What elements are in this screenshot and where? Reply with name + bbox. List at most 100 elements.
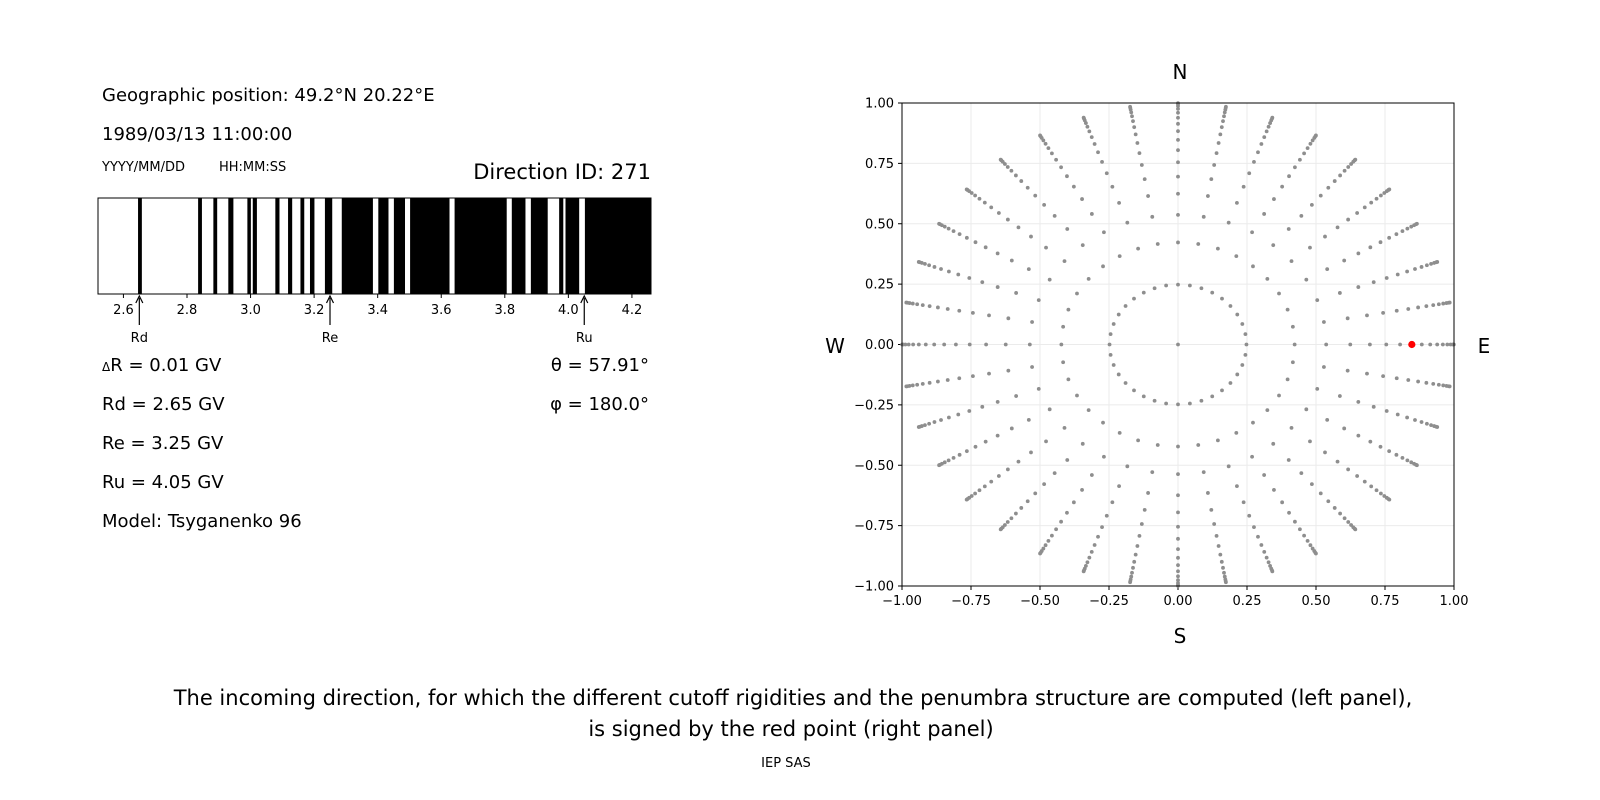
data-point [1013,511,1018,516]
data-point [1346,217,1351,222]
data-point [1036,298,1041,303]
data-point [989,205,994,210]
y-tick-label: −0.75 [854,519,894,534]
data-point [937,463,941,468]
data-point [915,382,920,387]
x-tick-label: 0.50 [1302,594,1331,609]
data-point [1176,444,1180,449]
data-point [1043,543,1048,548]
data-point [982,484,987,489]
data-point [1141,290,1146,295]
data-point [1130,570,1134,575]
data-point [1304,407,1309,412]
data-point [1436,382,1441,387]
data-point [1155,443,1160,447]
time-format-label: HH:MM:SS [219,160,287,175]
datetime: 1989/03/13 11:00:00 [102,124,293,145]
data-point [1176,110,1180,115]
data-point [916,425,921,429]
data-point [1117,430,1122,435]
data-point [1387,497,1392,502]
data-point [1314,551,1318,556]
data-point [1080,197,1084,201]
x-tick-label: 1.00 [1440,594,1469,609]
data-point [1065,458,1070,462]
data-point [1131,565,1135,570]
data-point [911,342,916,347]
data-point [970,310,975,315]
data-point [1270,569,1275,574]
data-point [1356,400,1361,404]
data-point [1355,474,1360,478]
data-point [957,376,962,381]
data-point [1129,574,1134,579]
data-point [1251,264,1255,269]
forbidden-band [288,198,293,294]
data-point [1308,439,1312,444]
data-point [1234,430,1239,435]
data-point [1353,527,1358,532]
data-point [1436,302,1441,307]
data-point [1061,324,1066,329]
data-point [973,240,978,245]
data-point [1272,197,1276,201]
data-point [1065,174,1069,179]
rd-param: Rd = 2.65 GV [102,394,225,415]
data-point [1062,425,1067,430]
data-point [1431,303,1436,308]
data-point [1378,444,1383,449]
forbidden-band [213,198,218,294]
data-point [942,460,947,465]
forbidden-band [252,198,257,294]
data-point [984,342,989,347]
data-point [1212,522,1217,526]
forbidden-band [584,198,651,294]
caption-line-2: is signed by the red point (right panel) [588,717,994,741]
data-point [946,415,951,420]
data-point [923,262,927,266]
data-point [1314,133,1318,138]
data-point [1009,426,1014,431]
data-point [995,433,1000,438]
data-point [1062,259,1067,264]
data-point [1117,484,1121,489]
data-point [1387,449,1392,454]
data-point [1081,569,1086,574]
data-point [1424,380,1429,385]
data-point [1026,267,1031,272]
data-point [1441,383,1446,388]
penumbra-bar-chart: 2.6 2.8 3.0 3.2 3.4 3.6 3.8 4.0 4.2 Rd Re Ru [97,197,652,346]
data-point [951,229,956,234]
data-point [964,449,969,454]
data-point [998,157,1003,162]
data-point [1262,473,1267,477]
data-point [1286,458,1291,462]
data-point [1006,368,1011,373]
data-point [956,272,961,277]
data-point [967,409,972,413]
data-point [1247,171,1252,176]
data-point [1431,381,1436,386]
data-point [1234,254,1239,259]
data-point [1395,412,1400,417]
data-point [1005,467,1010,472]
data-point [1250,454,1254,459]
data-point [1132,559,1137,564]
data-point [1308,543,1313,548]
compass-west: W [825,334,845,358]
ru-param: Ru = 4.05 GV [102,472,224,493]
data-point [1262,135,1267,140]
data-point [1266,124,1271,129]
data-point [1406,307,1411,311]
data-point [1429,262,1433,266]
data-point [1277,393,1281,398]
caption-line-1: The incoming direction, for which the di… [173,686,1413,710]
data-point [980,404,985,409]
data-point [954,342,958,347]
data-point [1228,304,1233,308]
data-point [1009,258,1014,263]
data-point [1065,510,1069,515]
data-point [1111,322,1116,326]
data-point [1309,203,1314,207]
data-point [1405,458,1410,463]
